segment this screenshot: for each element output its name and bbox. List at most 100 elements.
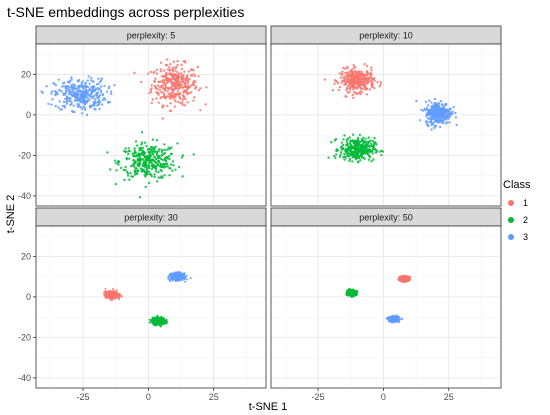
scatter-point <box>366 80 369 84</box>
scatter-point <box>370 69 373 72</box>
scatter-point <box>347 73 350 76</box>
scatter-point <box>433 124 437 128</box>
scatter-point <box>155 180 159 183</box>
scatter-point <box>93 88 97 92</box>
scatter-point <box>173 98 176 101</box>
scatter-point <box>137 157 140 160</box>
scatter-point <box>423 107 426 111</box>
scatter-point <box>184 81 188 84</box>
scatter-point <box>431 109 434 113</box>
scatter-point <box>341 143 345 147</box>
scatter-point <box>132 154 136 157</box>
scatter-point <box>156 315 159 318</box>
scatter-point <box>349 288 352 291</box>
scatter-point <box>144 158 148 161</box>
scatter-point <box>356 144 359 148</box>
scatter-point <box>378 85 381 88</box>
scatter-point <box>96 94 99 98</box>
scatter-point <box>343 80 346 83</box>
scatter-point <box>110 92 113 96</box>
scatter-point <box>181 175 184 178</box>
scatter-point <box>432 117 435 120</box>
scatter-point <box>87 89 90 92</box>
scatter-point <box>351 145 354 149</box>
scatter-point <box>348 293 351 296</box>
scatter-point <box>333 82 336 86</box>
scatter-point <box>432 112 435 116</box>
scatter-point <box>162 104 165 107</box>
scatter-point <box>368 145 371 148</box>
scatter-point <box>180 77 183 81</box>
scatter-point <box>104 98 107 101</box>
scatter-point <box>163 143 166 146</box>
scatter-point <box>105 90 109 94</box>
scatter-point <box>373 136 376 140</box>
scatter-point <box>51 98 54 101</box>
scatter-point <box>443 113 446 117</box>
scatter-point <box>76 99 79 103</box>
scatter-point <box>154 322 157 325</box>
scatter-point <box>82 87 85 90</box>
scatter-point <box>378 150 382 153</box>
scatter-point <box>151 150 155 153</box>
scatter-point <box>357 71 361 75</box>
scatter-point <box>368 148 371 151</box>
scatter-point <box>397 278 400 281</box>
scatter-point <box>180 63 183 67</box>
scatter-point <box>363 62 366 66</box>
scatter-point <box>65 86 69 90</box>
scatter-point <box>350 68 354 72</box>
scatter-point <box>163 95 166 99</box>
scatter-point <box>454 111 457 115</box>
scatter-point <box>106 294 109 297</box>
scatter-point <box>109 292 111 295</box>
scatter-point <box>153 70 156 74</box>
scatter-point <box>178 83 182 86</box>
scatter-point <box>352 150 355 154</box>
scatter-point <box>430 101 433 104</box>
scatter-point <box>176 59 179 63</box>
scatter-point <box>113 84 116 87</box>
scatter-point <box>144 175 147 178</box>
scatter-point <box>164 148 167 152</box>
scatter-point <box>168 93 171 96</box>
scatter-point <box>59 108 62 111</box>
scatter-point <box>95 83 99 86</box>
scatter-point <box>155 318 158 321</box>
scatter-point <box>175 80 178 83</box>
scatter-point <box>161 158 164 162</box>
scatter-point <box>159 319 162 322</box>
scatter-point <box>61 85 64 88</box>
scatter-point <box>171 276 174 278</box>
scatter-point <box>151 321 154 324</box>
scatter-point <box>61 104 65 108</box>
scatter-point <box>81 101 85 104</box>
scatter-point <box>184 276 187 278</box>
scatter-point <box>157 171 160 174</box>
scatter-point <box>197 75 200 78</box>
scatter-point <box>436 102 440 105</box>
scatter-point <box>160 90 163 94</box>
scatter-point <box>111 293 114 295</box>
scatter-point <box>96 104 99 107</box>
scatter-point <box>153 322 156 325</box>
scatter-point <box>184 79 187 82</box>
scatter-point <box>54 84 58 87</box>
scatter-point <box>71 89 74 93</box>
scatter-point <box>447 109 450 113</box>
scatter-point <box>170 152 173 155</box>
scatter-point <box>344 67 347 71</box>
point-layer <box>345 274 412 324</box>
facet-strip-label: perplexity: 5 <box>127 31 176 41</box>
scatter-point <box>176 93 180 96</box>
scatter-point <box>118 296 121 299</box>
scatter-point <box>65 102 69 105</box>
scatter-point <box>168 97 172 100</box>
scatter-point <box>91 91 94 94</box>
scatter-point <box>69 97 72 100</box>
scatter-point <box>435 108 438 112</box>
scatter-point <box>189 277 192 280</box>
